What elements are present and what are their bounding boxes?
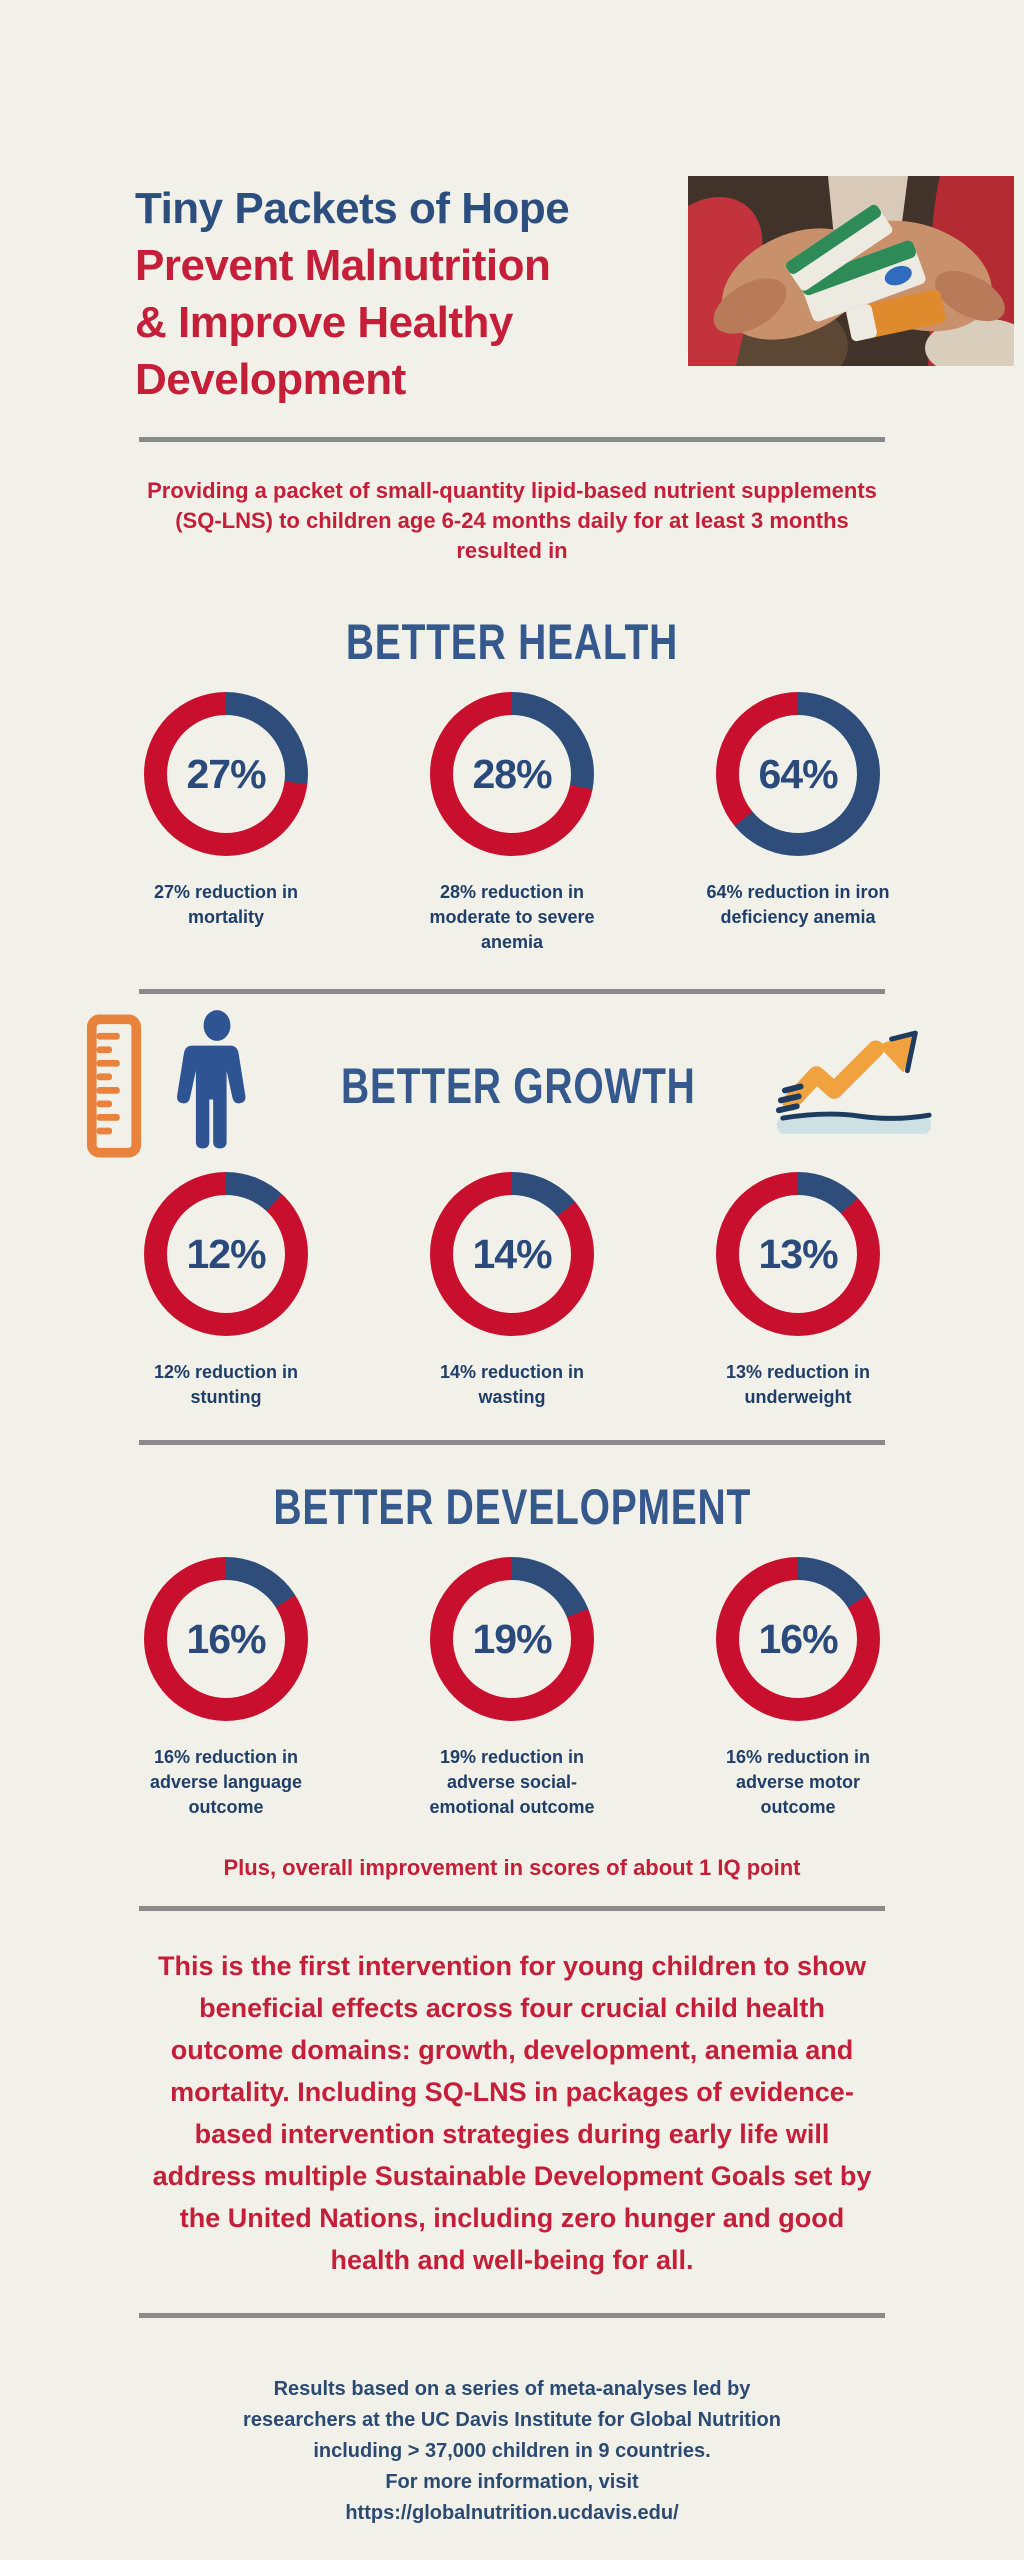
donut-caption: 14% reduction in wasting: [439, 1362, 585, 1407]
footer-line: including > 37,000 children in 9 countri…: [313, 2440, 711, 2462]
divider: [139, 437, 885, 442]
donut-wasting: 14% 14% reduction in wasting: [402, 1172, 622, 1410]
divider: [139, 2313, 885, 2318]
section-heading-growth: BETTER GROWTH: [340, 1058, 696, 1114]
summary-paragraph: This is the first intervention for young…: [152, 1951, 872, 2275]
donut-caption: 16% reduction in adverse language outcom…: [149, 1747, 303, 1817]
donut-caption: 27% reduction in mortality: [153, 882, 299, 927]
donut-value-label: 16%: [758, 1615, 838, 1662]
donut-value-label: 16%: [186, 1615, 266, 1662]
title-line-red-3: Development: [135, 355, 406, 404]
development-donut-row: 16% 16% reduction in adverse language ou…: [0, 1557, 1024, 1820]
donut-caption: 64% reduction in iron deficiency anemia: [706, 882, 890, 927]
donut-value-label: 64%: [758, 750, 838, 797]
title-line-blue: Tiny Packets of Hope: [135, 184, 570, 233]
divider: [139, 1440, 885, 1445]
donut-value-label: 27%: [186, 750, 266, 797]
donut-chart-wasting: 14%: [430, 1172, 594, 1336]
donut-iron-deficiency: 64% 64% reduction in iron deficiency ane…: [688, 692, 908, 955]
donut-mortality: 27% 27% reduction in mortality: [116, 692, 336, 955]
donut-caption: 28% reduction in moderate to severe anem…: [429, 882, 595, 952]
section-heading-health: BETTER HEALTH: [345, 614, 679, 670]
growth-donut-row: 12% 12% reduction in stunting 14% 14% re…: [0, 1172, 1024, 1410]
growth-header: BETTER GROWTH: [0, 1008, 1024, 1164]
donut-underweight: 13% 13% reduction in underweight: [688, 1172, 908, 1410]
donut-chart-social-emotional: 19%: [430, 1557, 594, 1721]
hands-packets-photo: [688, 176, 1014, 366]
donut-value-label: 12%: [186, 1230, 266, 1277]
donut-caption: 19% reduction in adverse social-emotiona…: [429, 1747, 595, 1817]
donut-caption: 13% reduction in underweight: [725, 1362, 871, 1407]
section-heading-development: BETTER DEVELOPMENT: [273, 1479, 751, 1535]
donut-caption: 12% reduction in stunting: [153, 1362, 299, 1407]
donut-chart-anemia: 28%: [430, 692, 594, 856]
donut-value-label: 19%: [472, 1615, 552, 1662]
iq-note: Plus, overall improvement in scores of a…: [223, 1855, 801, 1880]
donut-chart-iron-deficiency: 64%: [716, 692, 880, 856]
donut-chart-underweight: 13%: [716, 1172, 880, 1336]
intro-text: Providing a packet of small-quantity lip…: [147, 478, 877, 563]
child-icon: [176, 1010, 246, 1149]
donut-chart-mortality: 27%: [144, 692, 308, 856]
divider: [139, 989, 885, 994]
height-ruler-icon: [86, 1014, 141, 1158]
donut-chart-language: 16%: [144, 1557, 308, 1721]
title-line-red-2: & Improve Healthy: [135, 298, 513, 347]
website-url[interactable]: https://globalnutrition.ucdavis.edu/: [345, 2502, 679, 2524]
donut-value-label: 14%: [472, 1230, 552, 1277]
donut-value-label: 13%: [758, 1230, 838, 1277]
donut-chart-stunting: 12%: [144, 1172, 308, 1336]
donut-anemia: 28% 28% reduction in moderate to severe …: [402, 692, 622, 955]
title-line-red-1: Prevent Malnutrition: [135, 241, 551, 290]
footer-line: For more information, visit: [385, 2471, 639, 2493]
donut-value-label: 28%: [472, 750, 552, 797]
divider: [139, 1906, 885, 1911]
donut-motor: 16% 16% reduction in adverse motor outco…: [688, 1557, 908, 1820]
growth-arrow-icon: [776, 1030, 932, 1134]
donut-stunting: 12% 12% reduction in stunting: [116, 1172, 336, 1410]
header: Tiny Packets of Hope Prevent Malnutritio…: [135, 176, 1014, 415]
donut-language: 16% 16% reduction in adverse language ou…: [116, 1557, 336, 1820]
donut-caption: 16% reduction in adverse motor outcome: [725, 1747, 871, 1817]
hands-packets-photo-art: [688, 176, 1014, 366]
health-donut-row: 27% 27% reduction in mortality 28% 28% r…: [0, 692, 1024, 955]
donut-chart-motor: 16%: [716, 1557, 880, 1721]
footer: Results based on a series of meta-analys…: [182, 2374, 842, 2529]
footer-line: researchers at the UC Davis Institute fo…: [243, 2409, 781, 2431]
donut-social-emotional: 19% 19% reduction in adverse social-emot…: [402, 1557, 622, 1820]
footer-line: Results based on a series of meta-analys…: [273, 2378, 751, 2400]
page-title: Tiny Packets of Hope Prevent Malnutritio…: [135, 180, 570, 408]
